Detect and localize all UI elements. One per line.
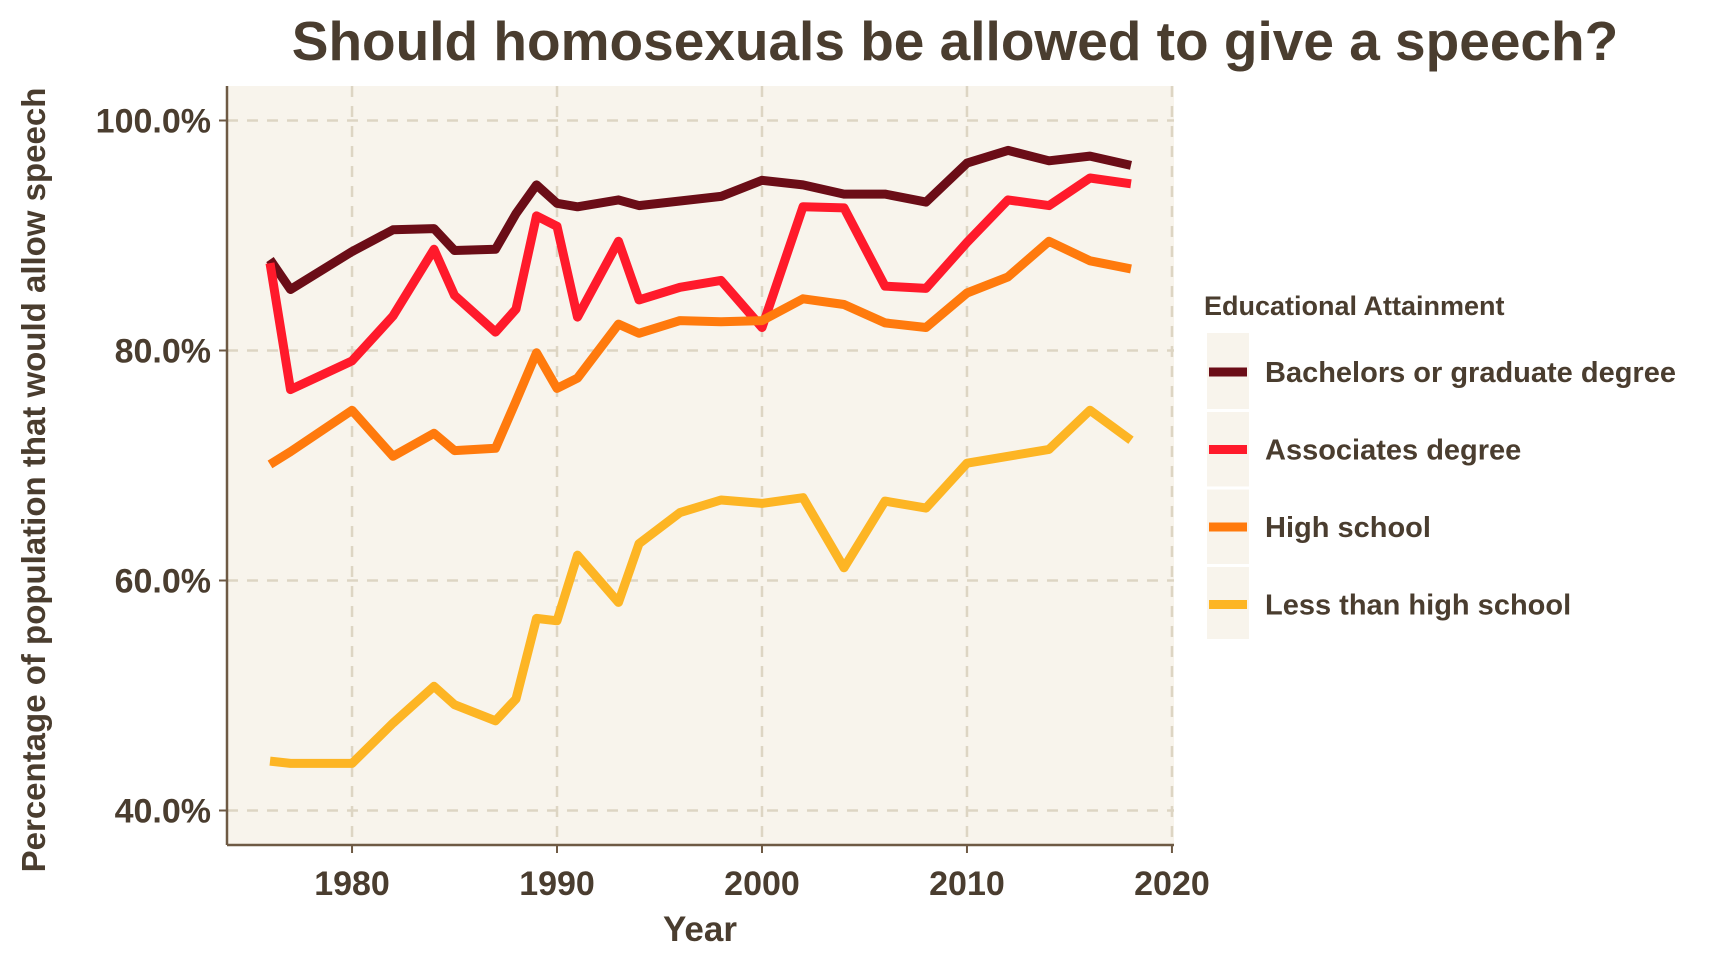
legend-key-background xyxy=(1207,333,1249,639)
chart-title: Should homosexuals be allowed to give a … xyxy=(292,10,1618,72)
y-tick-label: 60.0% xyxy=(115,563,211,601)
x-tick-label: 1990 xyxy=(519,865,595,903)
y-tick-label: 100.0% xyxy=(96,103,211,141)
legend-label: Associates degree xyxy=(1265,435,1521,467)
x-tick-label: 2020 xyxy=(1134,865,1210,903)
x-tick-label: 1980 xyxy=(314,865,390,903)
y-tick-label: 40.0% xyxy=(115,793,211,831)
series-lines xyxy=(265,145,1134,768)
legend: Educational Attainment Bachelors or grad… xyxy=(1204,291,1676,639)
x-tick-label: 2010 xyxy=(929,865,1005,903)
legend-label: Bachelors or graduate degree xyxy=(1265,357,1676,389)
y-tick-label: 80.0% xyxy=(115,333,211,371)
series-line-1 xyxy=(265,173,1132,395)
legend-title: Educational Attainment xyxy=(1204,291,1505,321)
series-line-0 xyxy=(266,145,1132,294)
y-axis-label: Percentage of population that would allo… xyxy=(15,88,52,873)
series-line-2 xyxy=(267,236,1132,469)
legend-label: Less than high school xyxy=(1265,590,1571,622)
axes: 1980 1990 2000 2010 2020 40.0% 60.0% 80.0% 100.0… xyxy=(96,86,1210,903)
x-tick-label: 2000 xyxy=(724,865,800,903)
series-line-3 xyxy=(269,405,1134,768)
x-axis-label: Year xyxy=(663,910,737,949)
plot-background xyxy=(227,86,1174,845)
grid-lines xyxy=(227,86,1174,845)
legend-label: High school xyxy=(1265,512,1431,544)
